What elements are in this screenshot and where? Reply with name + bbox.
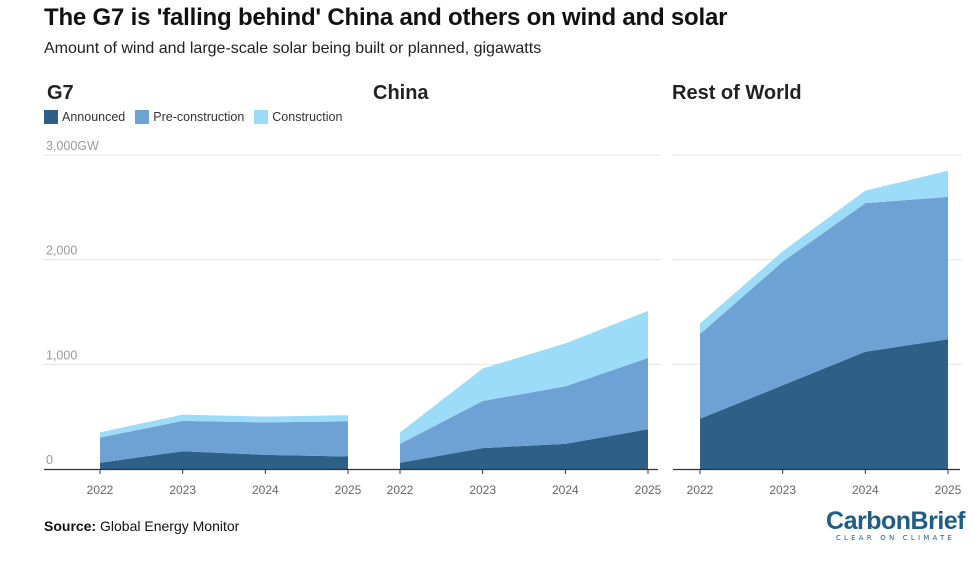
area-announced — [100, 451, 348, 469]
legend-item-announced: Announced — [44, 110, 125, 124]
area-announced — [400, 429, 648, 469]
area-announced — [700, 339, 948, 469]
source-note: Source: Global Energy Monitor — [44, 518, 239, 534]
area-pre-construction — [400, 358, 648, 463]
legend-swatch-construction — [254, 110, 269, 124]
legend-label-announced: Announced — [62, 110, 126, 124]
brand-tagline: CLEAR ON CLIMATE — [835, 534, 956, 542]
panel-title: China — [373, 82, 429, 104]
x-tick-label: 2023 — [169, 483, 196, 497]
legend-swatch-preconstruction — [135, 110, 150, 124]
x-tick-label: 2025 — [335, 483, 362, 497]
x-tick-label: 2022 — [87, 483, 114, 497]
area-construction — [100, 414, 348, 438]
panel-title: Rest of World — [672, 82, 802, 104]
x-tick-label: 2022 — [687, 483, 714, 497]
chart-subtitle: Amount of wind and large-scale solar bei… — [44, 40, 542, 57]
chart-title: The G7 is 'falling behind' China and oth… — [44, 4, 728, 31]
area-pre-construction — [100, 420, 348, 463]
legend-label-preconstruction: Pre-construction — [153, 110, 245, 124]
legend-item-construction: Construction — [254, 110, 342, 124]
legend-item-preconstruction: Pre-construction — [135, 110, 244, 124]
x-tick-label: 2025 — [635, 483, 662, 497]
source-text: Global Energy Monitor — [96, 518, 240, 534]
brand-name: CarbonBrief — [826, 507, 965, 535]
legend-swatch-announced — [44, 110, 58, 124]
x-tick-label: 2024 — [552, 483, 579, 497]
area-pre-construction — [700, 196, 948, 419]
x-tick-label: 2022 — [387, 483, 414, 497]
x-tick-label: 2024 — [852, 483, 879, 497]
y-tick-label: 2,000 — [46, 244, 77, 258]
carbonbrief-logo: CarbonBrief CLEAR ON CLIMATE — [826, 508, 965, 542]
source-label: Source: — [44, 518, 97, 534]
area-construction — [400, 310, 648, 444]
x-tick-label: 2023 — [769, 483, 796, 497]
y-tick-label: 3,000GW — [46, 139, 99, 153]
x-tick-label: 2024 — [252, 483, 279, 497]
panel-title: G7 — [47, 82, 74, 104]
y-tick-label: 1,000 — [46, 348, 77, 362]
x-tick-label: 2025 — [935, 483, 962, 497]
legend: Announced Pre-construction Construction — [44, 110, 342, 124]
legend-label-construction: Construction — [272, 110, 343, 124]
y-tick-label: 0 — [46, 453, 53, 467]
area-construction — [700, 170, 948, 334]
x-tick-label: 2023 — [469, 483, 496, 497]
